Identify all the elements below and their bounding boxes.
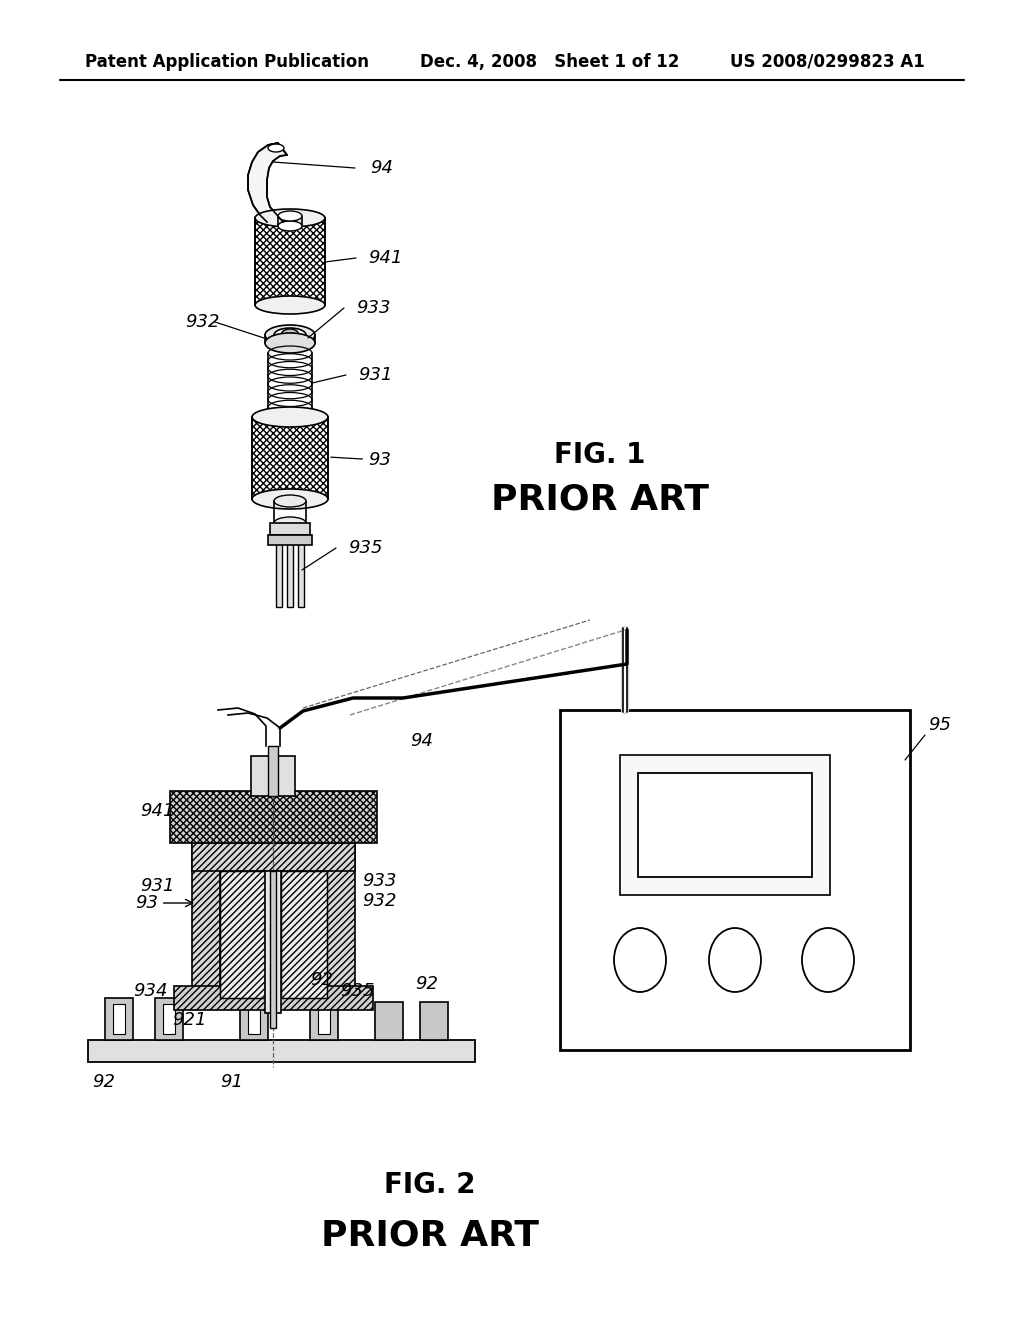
Bar — [170, 791, 377, 843]
Ellipse shape — [268, 144, 284, 152]
Ellipse shape — [255, 296, 325, 314]
Ellipse shape — [614, 928, 666, 993]
Text: 932: 932 — [362, 892, 396, 909]
Bar — [220, 871, 265, 998]
Bar — [163, 1005, 175, 1034]
Text: FIG. 1: FIG. 1 — [554, 441, 646, 469]
Bar — [318, 1005, 330, 1034]
Bar — [88, 1040, 475, 1063]
Text: 935: 935 — [348, 539, 383, 557]
Ellipse shape — [252, 407, 328, 426]
Ellipse shape — [265, 333, 315, 352]
Bar — [375, 1002, 403, 1040]
Ellipse shape — [802, 928, 854, 993]
Ellipse shape — [274, 517, 306, 529]
Text: 92: 92 — [310, 972, 333, 989]
Bar — [327, 843, 355, 998]
Ellipse shape — [281, 329, 299, 341]
Text: 921: 921 — [172, 1011, 207, 1030]
Bar — [174, 986, 373, 1010]
Bar — [287, 535, 293, 607]
Text: 934: 934 — [133, 982, 168, 1001]
Bar — [251, 756, 295, 796]
Bar — [268, 746, 278, 796]
Bar — [265, 871, 281, 1012]
Bar — [252, 417, 328, 499]
Bar — [298, 535, 304, 607]
Text: 92: 92 — [415, 975, 438, 993]
Bar — [270, 871, 276, 1028]
Ellipse shape — [255, 209, 325, 227]
Ellipse shape — [274, 495, 306, 507]
Bar — [155, 998, 183, 1040]
Text: 94: 94 — [410, 733, 433, 750]
Ellipse shape — [278, 211, 302, 220]
Bar — [105, 998, 133, 1040]
Text: 94: 94 — [370, 158, 393, 177]
Text: Dec. 4, 2008   Sheet 1 of 12: Dec. 4, 2008 Sheet 1 of 12 — [420, 53, 679, 71]
Ellipse shape — [278, 220, 302, 231]
Polygon shape — [248, 143, 287, 222]
Bar — [560, 710, 910, 1049]
Ellipse shape — [709, 928, 761, 993]
Text: 91: 91 — [220, 1073, 243, 1092]
Text: 95: 95 — [928, 715, 951, 734]
Text: 941: 941 — [140, 803, 175, 820]
Bar — [270, 523, 310, 535]
Text: 932: 932 — [185, 313, 219, 331]
Bar — [620, 755, 830, 895]
Bar — [220, 871, 265, 998]
Bar — [248, 1005, 260, 1034]
Bar — [420, 1002, 449, 1040]
Text: 933: 933 — [356, 300, 390, 317]
Text: FIG. 2: FIG. 2 — [384, 1171, 476, 1199]
Text: Patent Application Publication: Patent Application Publication — [85, 53, 369, 71]
Bar — [638, 774, 812, 876]
Text: PRIOR ART: PRIOR ART — [490, 483, 709, 517]
Bar — [193, 843, 355, 871]
Text: 941: 941 — [368, 249, 402, 267]
Bar — [268, 535, 312, 545]
Text: 935: 935 — [340, 982, 375, 1001]
Text: 93: 93 — [331, 451, 391, 469]
Ellipse shape — [265, 325, 315, 345]
Text: US 2008/0299823 A1: US 2008/0299823 A1 — [730, 53, 925, 71]
Bar — [255, 218, 325, 305]
Bar — [276, 535, 282, 607]
Text: 92: 92 — [92, 1073, 115, 1092]
Text: 931: 931 — [140, 876, 175, 895]
Bar — [281, 871, 327, 998]
Ellipse shape — [274, 327, 306, 342]
Text: 93: 93 — [135, 894, 193, 912]
Bar — [255, 218, 325, 305]
Text: 931: 931 — [358, 366, 392, 384]
Bar — [240, 998, 268, 1040]
Bar — [310, 998, 338, 1040]
Bar — [113, 1005, 125, 1034]
Bar — [193, 843, 220, 998]
Text: PRIOR ART: PRIOR ART — [321, 1218, 539, 1251]
Bar — [281, 871, 327, 998]
Ellipse shape — [252, 488, 328, 510]
Bar — [252, 417, 328, 499]
Text: 933: 933 — [362, 873, 396, 890]
